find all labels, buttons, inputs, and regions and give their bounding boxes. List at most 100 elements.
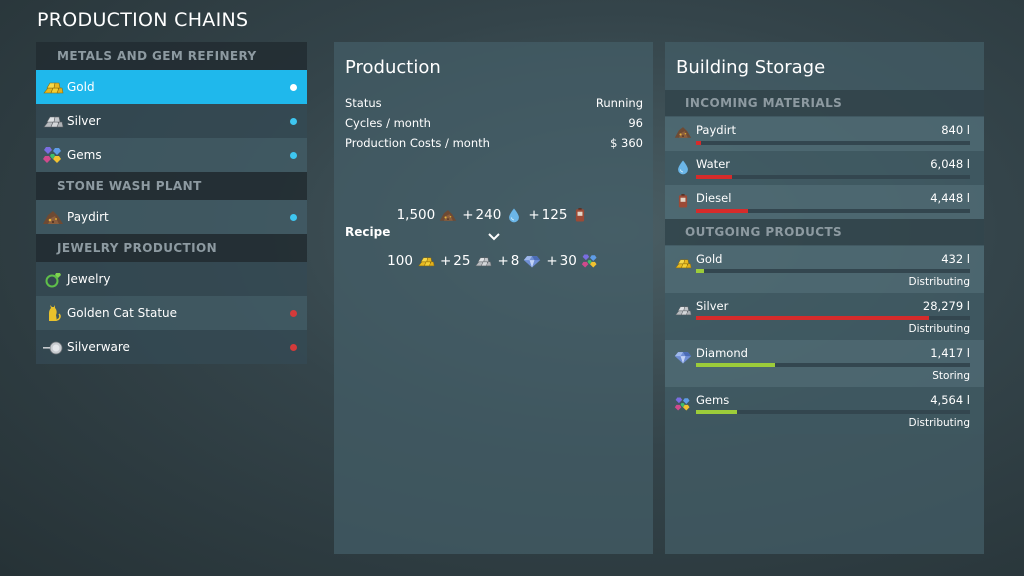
storage-item-status: Distributing xyxy=(908,417,971,429)
fill-level-fill xyxy=(696,141,702,145)
diamond-icon xyxy=(674,348,692,366)
stat-label: Cycles / month xyxy=(345,116,431,130)
storage-item-amount: 1,417 l xyxy=(930,346,970,360)
outgoing-products-header: OUTGOING PRODUCTS xyxy=(665,219,984,245)
recipe-outputs: 100 + 25 + 8 + 30 xyxy=(334,253,653,269)
silver-bars-icon xyxy=(474,253,492,269)
chain-item-jewelry[interactable]: Jewelry xyxy=(36,262,307,296)
recipe-output-amount: 25 xyxy=(453,253,471,269)
stat-row-cycles: Cycles / month 96 xyxy=(345,116,643,132)
storage-item-name: Diesel xyxy=(696,191,732,205)
chain-item-label: Silverware xyxy=(67,340,130,354)
chain-item-label: Paydirt xyxy=(67,210,109,224)
silverware-icon xyxy=(42,338,64,356)
stat-value: 96 xyxy=(628,116,643,130)
chain-item-golden-cat-statue[interactable]: Golden Cat Statue xyxy=(36,296,307,330)
status-dot xyxy=(290,214,297,221)
paydirt-icon xyxy=(674,123,692,141)
fill-level-bar xyxy=(696,209,970,213)
status-dot xyxy=(290,84,297,91)
stat-value: $ 360 xyxy=(610,136,643,150)
chain-item-paydirt[interactable]: Paydirt xyxy=(36,200,307,234)
fill-level-bar xyxy=(696,141,970,145)
storage-row-silver: Silver 28,279 l Distributing xyxy=(665,293,984,340)
chain-item-label: Gems xyxy=(67,148,102,162)
section-header-stone-wash-plant: STONE WASH PLANT xyxy=(36,172,307,200)
recipe-output-amount: 100 xyxy=(387,253,413,269)
gems-icon xyxy=(674,395,692,413)
building-storage-panel: Building Storage INCOMING MATERIALS Payd… xyxy=(665,42,984,554)
recipe-output-prefix: + xyxy=(546,253,558,269)
stat-row-costs: Production Costs / month $ 360 xyxy=(345,136,643,152)
storage-row-gems: Gems 4,564 l Distributing xyxy=(665,387,984,434)
fill-level-fill xyxy=(696,410,738,414)
fill-level-bar xyxy=(696,363,970,367)
section-header-metals-gem-refinery: METALS AND GEM REFINERY xyxy=(36,42,307,70)
recipe-input-amount: 240 xyxy=(475,207,502,223)
storage-row-diamond: Diamond 1,417 l Storing xyxy=(665,340,984,387)
water-icon xyxy=(505,207,523,223)
storage-title: Building Storage xyxy=(676,57,826,78)
gold-bars-icon xyxy=(42,78,64,96)
chevron-down-icon xyxy=(487,232,501,242)
storage-item-status: Distributing xyxy=(908,276,971,288)
recipe-input-amount: 125 xyxy=(541,207,568,223)
chain-item-silver[interactable]: Silver xyxy=(36,104,307,138)
recipe-output-amount: 30 xyxy=(559,253,577,269)
status-dot xyxy=(290,344,297,351)
stat-row-status: Status Running xyxy=(345,96,643,112)
stat-value: Running xyxy=(595,96,643,110)
cat-statue-icon xyxy=(42,304,64,322)
diamond-icon xyxy=(523,253,541,269)
fill-level-bar xyxy=(696,316,970,320)
storage-row-water: Water 6,048 l xyxy=(665,151,984,185)
stat-label: Production Costs / month xyxy=(345,136,490,150)
storage-item-amount: 4,448 l xyxy=(930,191,970,205)
silver-bars-icon xyxy=(674,301,692,319)
storage-item-name: Gems xyxy=(696,393,730,407)
fill-level-fill xyxy=(696,316,929,320)
gold-bars-icon xyxy=(417,253,435,269)
fill-level-fill xyxy=(696,363,776,367)
storage-item-name: Paydirt xyxy=(696,123,737,137)
fill-level-bar xyxy=(696,269,970,273)
chain-item-label: Gold xyxy=(67,80,95,94)
recipe-output-amount: 8 xyxy=(510,253,520,269)
storage-row-paydirt: Paydirt 840 l xyxy=(665,117,984,151)
chain-item-label: Silver xyxy=(67,114,101,128)
chain-item-silverware[interactable]: Silverware xyxy=(36,330,307,364)
recipe-output-prefix: + xyxy=(439,253,452,269)
storage-item-status: Distributing xyxy=(908,323,971,335)
ring-icon xyxy=(42,270,64,288)
fill-level-fill xyxy=(696,209,749,213)
storage-item-name: Silver xyxy=(696,299,729,313)
storage-item-amount: 840 l xyxy=(941,123,970,137)
storage-row-diesel: Diesel 4,448 l xyxy=(665,185,984,219)
stat-label: Status xyxy=(345,96,382,110)
page-title: PRODUCTION CHAINS xyxy=(37,9,249,31)
storage-row-gold: Gold 432 l Distributing xyxy=(665,246,984,293)
storage-item-amount: 28,279 l xyxy=(922,299,970,313)
storage-item-amount: 432 l xyxy=(941,252,970,266)
silver-bars-icon xyxy=(42,112,64,130)
storage-item-status: Storing xyxy=(932,370,970,382)
status-dot xyxy=(290,118,297,125)
chain-item-gems[interactable]: Gems xyxy=(36,138,307,172)
recipe-input-prefix: + xyxy=(528,207,540,223)
chain-item-label: Jewelry xyxy=(67,272,111,286)
chain-item-label: Golden Cat Statue xyxy=(67,306,178,320)
gems-icon xyxy=(42,146,64,164)
storage-item-amount: 6,048 l xyxy=(930,157,970,171)
chain-item-gold[interactable]: Gold xyxy=(36,70,307,104)
storage-item-name: Diamond xyxy=(696,346,748,360)
production-title: Production xyxy=(345,57,441,78)
fill-level-fill xyxy=(696,269,705,273)
gems-icon xyxy=(581,253,599,269)
fill-level-fill xyxy=(696,175,732,179)
recipe-inputs: 1,500 + 240 + 125 xyxy=(334,207,653,223)
recipe-input-amount: 1,500 xyxy=(396,207,436,223)
recipe-label: Recipe xyxy=(345,225,391,239)
production-chain-list: METALS AND GEM REFINERY Gold Silver Gems… xyxy=(36,42,307,364)
water-icon xyxy=(674,158,692,176)
section-header-jewelry-production: JEWELRY PRODUCTION xyxy=(36,234,307,262)
